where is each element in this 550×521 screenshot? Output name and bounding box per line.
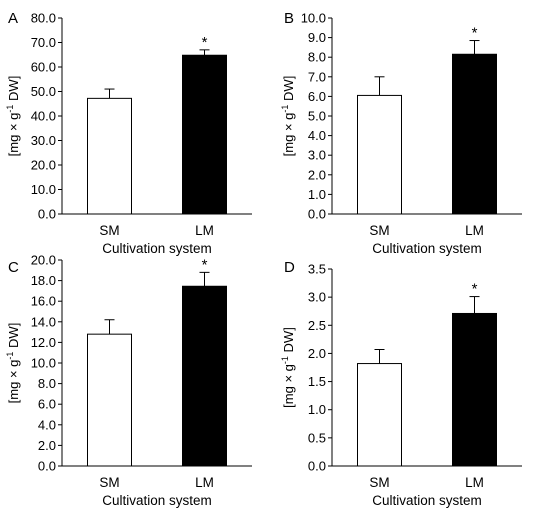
y-tick-label: 8.0 <box>308 50 326 65</box>
y-tick-label: 2.0 <box>308 167 326 182</box>
y-tick-label: 7.0 <box>308 69 326 84</box>
y-tick-label: 4.0 <box>308 128 326 143</box>
y-axis-title: [mg × g-1 DW] <box>280 327 296 408</box>
y-tick-label: 0.5 <box>308 430 326 445</box>
y-tick-label: 10.0 <box>31 356 56 371</box>
y-tick-label: 6.0 <box>38 397 56 412</box>
y-tick-label: 14.0 <box>31 314 56 329</box>
y-tick-label: 1.5 <box>308 374 326 389</box>
bar-lm <box>182 285 227 467</box>
bar-sm <box>357 94 402 215</box>
significance-marker: * <box>202 34 208 51</box>
y-tick-label: 5.0 <box>308 109 326 124</box>
significance-marker: * <box>472 281 478 298</box>
bar-lm <box>182 54 227 215</box>
y-tick-label: 16.0 <box>31 294 56 309</box>
x-category-label: SM <box>369 223 389 238</box>
y-tick-label: 6.0 <box>308 89 326 104</box>
x-category-label: LM <box>465 223 484 238</box>
y-tick-label: 10.0 <box>301 11 326 26</box>
y-tick-label: 60.0 <box>31 60 56 75</box>
panel-letter: C <box>8 259 19 276</box>
x-axis-title: Cultivation system <box>372 241 482 256</box>
x-category-label: SM <box>99 475 119 490</box>
y-tick-label: 20.0 <box>31 158 56 173</box>
chart-panel-c: C 0.0 2.0 4.0 6.0 8.0 10.0 12.0 14.0 16.0 18.0 20.0… <box>5 253 252 508</box>
x-category-label: LM <box>465 475 484 490</box>
y-tick-label: 50.0 <box>31 84 56 99</box>
y-tick-label: 70.0 <box>31 35 56 50</box>
bar-sm <box>357 363 402 467</box>
x-category-label: SM <box>369 475 389 490</box>
y-tick-label: 9.0 <box>308 30 326 45</box>
chart-panel-b: B 0.0 1.0 2.0 3.0 4.0 5.0 6.0 7.0 8.0 9.0 10.0 SM * LM… <box>280 10 522 256</box>
bar-lm <box>452 53 497 215</box>
y-tick-label: 80.0 <box>31 11 56 26</box>
panel-letter: D <box>284 259 295 276</box>
y-tick-label: 2.0 <box>308 346 326 361</box>
x-category-label: LM <box>195 475 214 490</box>
panel-letter: B <box>284 10 294 27</box>
panel-letter: A <box>8 10 18 27</box>
y-tick-label: 40.0 <box>31 109 56 124</box>
x-category-label: SM <box>99 223 119 238</box>
y-tick-label: 3.0 <box>308 290 326 305</box>
y-tick-label: 0.0 <box>38 207 56 222</box>
y-tick-label: 0.0 <box>308 207 326 222</box>
significance-marker: * <box>472 25 478 42</box>
bar-sm <box>87 333 132 467</box>
x-axis-title: Cultivation system <box>372 493 482 508</box>
y-tick-label: 8.0 <box>38 376 56 391</box>
y-tick-label: 3.5 <box>308 262 326 277</box>
bar-lm <box>452 312 497 467</box>
y-tick-label: 30.0 <box>31 133 56 148</box>
bar-sm <box>87 97 132 215</box>
y-tick-label: 1.0 <box>308 187 326 202</box>
y-axis-title: [mg × g-1 DW] <box>5 76 21 157</box>
y-tick-label: 0.0 <box>308 459 326 474</box>
y-axis-title: [mg × g-1 DW] <box>280 76 296 157</box>
y-tick-label: 18.0 <box>31 273 56 288</box>
y-tick-label: 0.0 <box>38 459 56 474</box>
chart-panel-d: D 0.0 0.5 1.0 1.5 2.0 2.5 3.0 3.5 SM * LM Cultivatio… <box>280 259 522 508</box>
y-axis-title: [mg × g-1 DW] <box>5 323 21 404</box>
y-tick-label: 10.0 <box>31 182 56 197</box>
y-tick-label: 12.0 <box>31 335 56 350</box>
y-tick-label: 20.0 <box>31 253 56 268</box>
x-axis-title: Cultivation system <box>102 241 212 256</box>
y-tick-label: 2.0 <box>38 438 56 453</box>
y-tick-label: 3.0 <box>308 148 326 163</box>
y-tick-label: 4.0 <box>38 417 56 432</box>
x-axis-title: Cultivation system <box>102 493 212 508</box>
significance-marker: * <box>202 256 208 273</box>
y-tick-label: 1.0 <box>308 402 326 417</box>
y-tick-label: 2.5 <box>308 318 326 333</box>
x-category-label: LM <box>195 223 214 238</box>
chart-panel-a: A 0.0 10.0 20.0 30.0 40.0 50.0 60.0 70.0 80.0 SM * L… <box>5 10 252 256</box>
